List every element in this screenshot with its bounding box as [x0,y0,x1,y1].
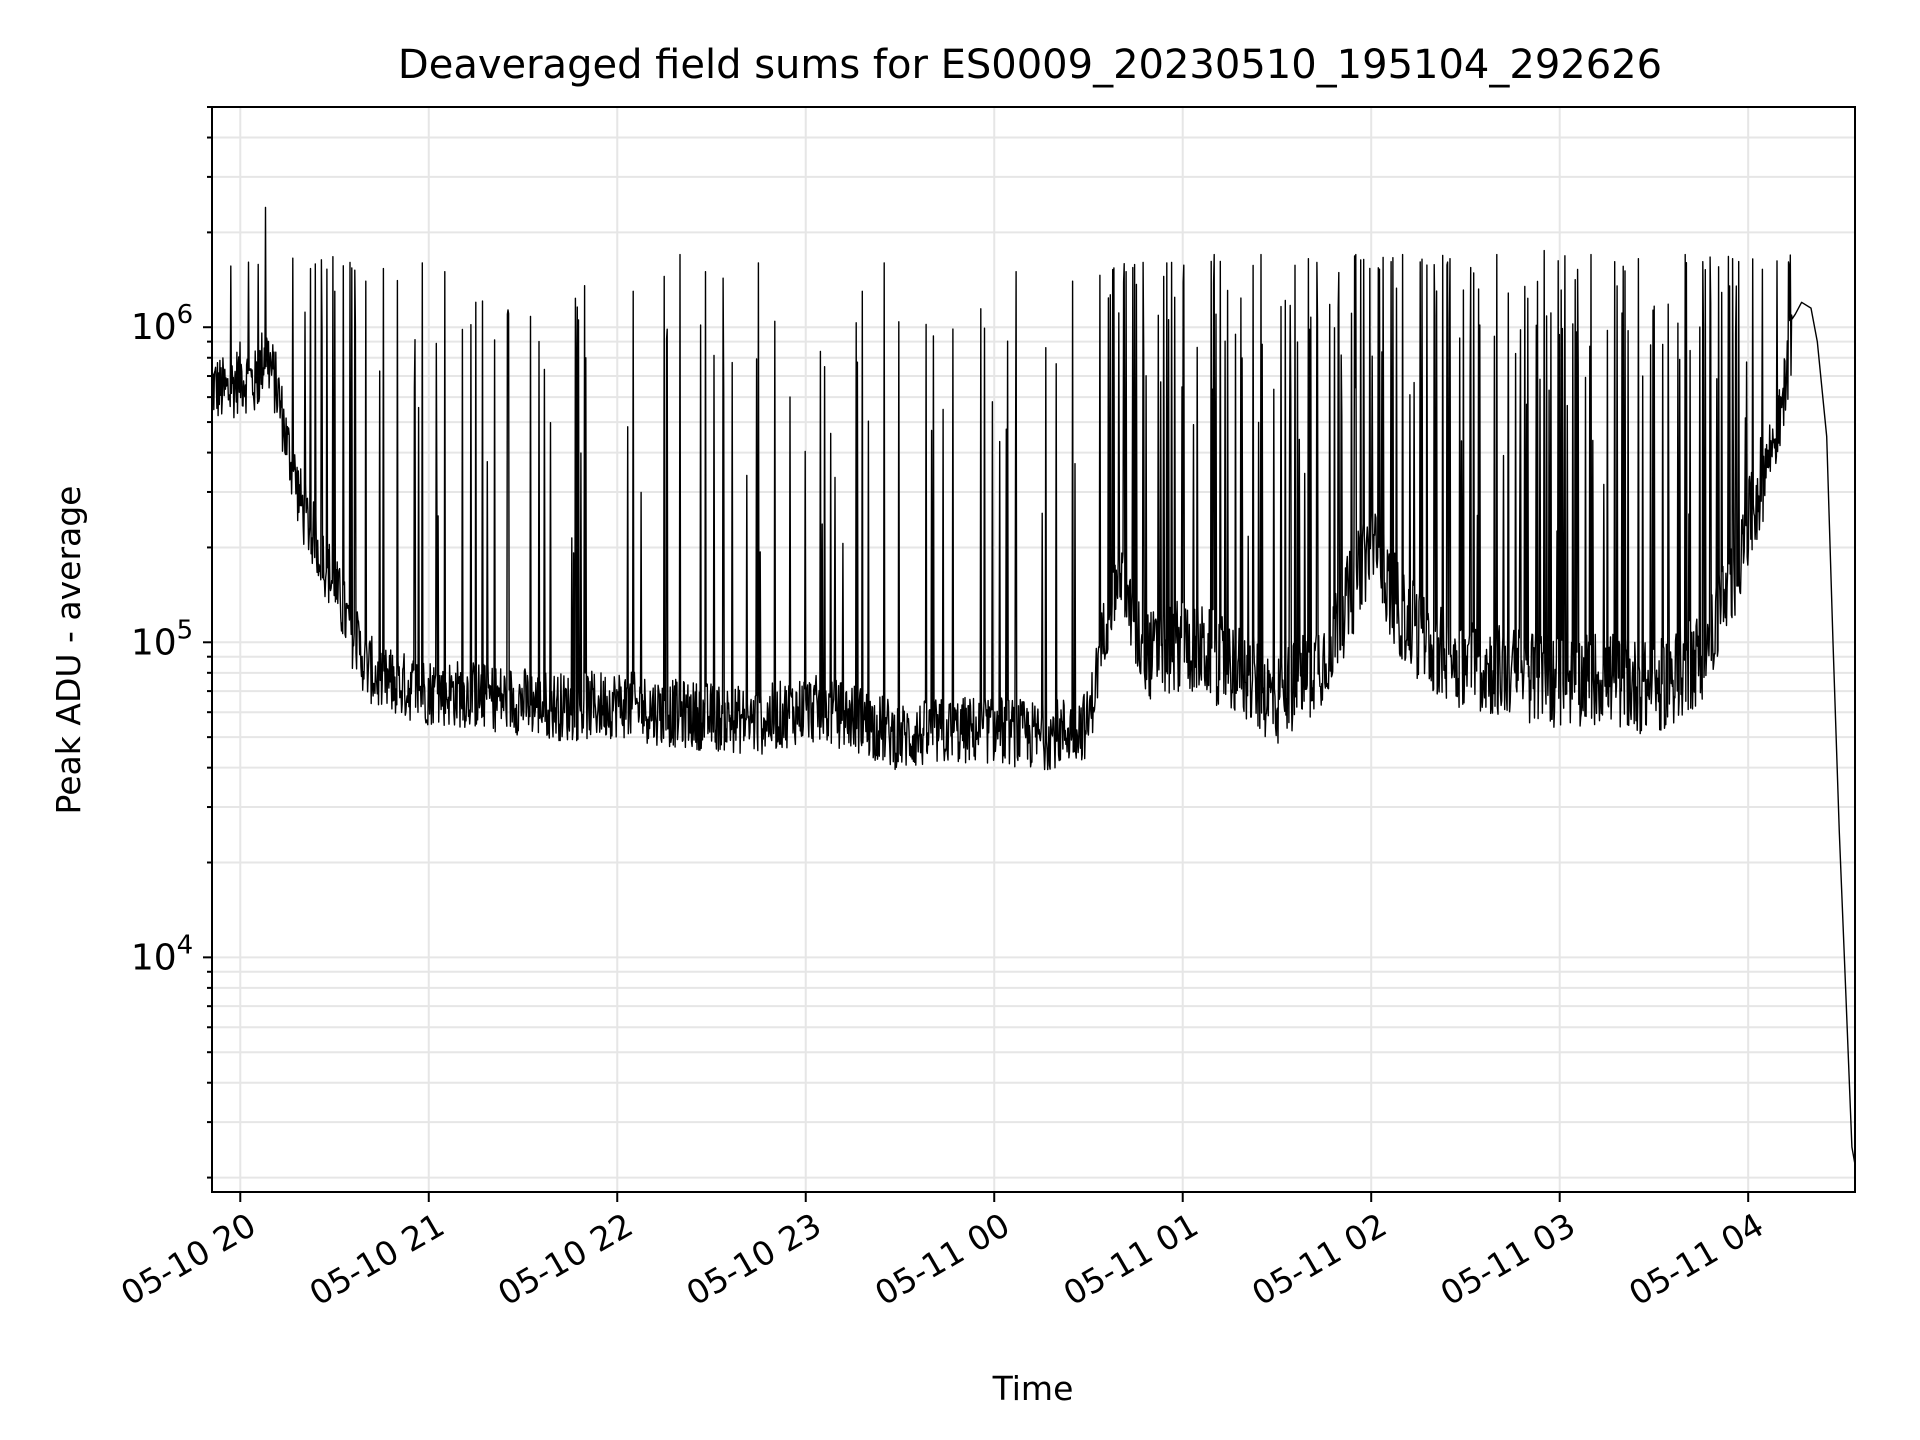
y-tick-label: 106 [131,300,193,348]
grid [212,106,1855,1192]
y-tick-exponent: 4 [177,930,194,960]
y-tick-base: 10 [131,937,177,978]
series-line [211,206,1856,1165]
y-tick-label: 104 [131,930,193,978]
series-line-layer [211,206,1856,1165]
y-tick-base: 10 [131,622,177,663]
y-tick-exponent: 5 [177,615,194,645]
x-axis-label: Time [992,1369,1074,1408]
chart-title: Deaveraged field sums for ES0009_2023051… [398,42,1662,88]
y-tick-base: 10 [131,307,177,348]
y-axis-label: Peak ADU - average [49,486,88,815]
y-tick-exponent: 6 [177,300,194,330]
axes-frame [211,106,1856,1193]
y-tick-label: 105 [131,615,193,663]
